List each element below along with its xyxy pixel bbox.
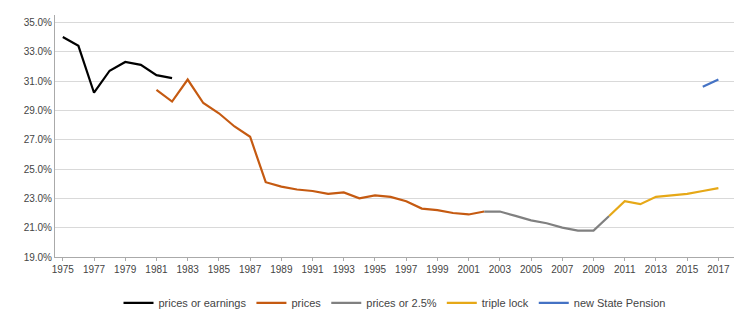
- svg-text:21.0%: 21.0%: [24, 222, 52, 233]
- svg-text:29.0%: 29.0%: [24, 105, 52, 116]
- svg-text:2005: 2005: [520, 264, 543, 275]
- svg-text:1997: 1997: [395, 264, 418, 275]
- svg-text:prices: prices: [291, 297, 321, 309]
- svg-text:1989: 1989: [270, 264, 293, 275]
- svg-text:2011: 2011: [614, 264, 636, 275]
- svg-text:1983: 1983: [177, 264, 200, 275]
- svg-text:2013: 2013: [645, 264, 668, 275]
- svg-text:2003: 2003: [489, 264, 512, 275]
- svg-text:23.0%: 23.0%: [24, 193, 52, 204]
- svg-text:prices or 2.5%: prices or 2.5%: [366, 297, 437, 309]
- svg-text:25.0%: 25.0%: [24, 164, 52, 175]
- svg-text:1999: 1999: [426, 264, 449, 275]
- svg-text:2001: 2001: [458, 264, 481, 275]
- svg-text:1979: 1979: [114, 264, 137, 275]
- svg-text:1977: 1977: [83, 264, 106, 275]
- svg-text:1991: 1991: [301, 264, 324, 275]
- svg-text:1993: 1993: [333, 264, 356, 275]
- svg-text:2015: 2015: [676, 264, 699, 275]
- svg-text:2017: 2017: [707, 264, 730, 275]
- svg-text:1975: 1975: [52, 264, 75, 275]
- svg-text:1987: 1987: [239, 264, 262, 275]
- svg-text:35.0%: 35.0%: [24, 17, 52, 28]
- svg-text:new State Pension: new State Pension: [574, 297, 666, 309]
- svg-text:2007: 2007: [551, 264, 574, 275]
- svg-text:19.0%: 19.0%: [24, 252, 52, 263]
- svg-text:1985: 1985: [208, 264, 231, 275]
- svg-text:prices or earnings: prices or earnings: [159, 297, 247, 309]
- svg-text:2009: 2009: [582, 264, 605, 275]
- svg-text:triple lock: triple lock: [482, 297, 529, 309]
- svg-text:33.0%: 33.0%: [24, 46, 52, 57]
- svg-text:31.0%: 31.0%: [24, 76, 52, 87]
- svg-text:1981: 1981: [145, 264, 168, 275]
- svg-text:1995: 1995: [364, 264, 387, 275]
- svg-text:27.0%: 27.0%: [24, 134, 52, 145]
